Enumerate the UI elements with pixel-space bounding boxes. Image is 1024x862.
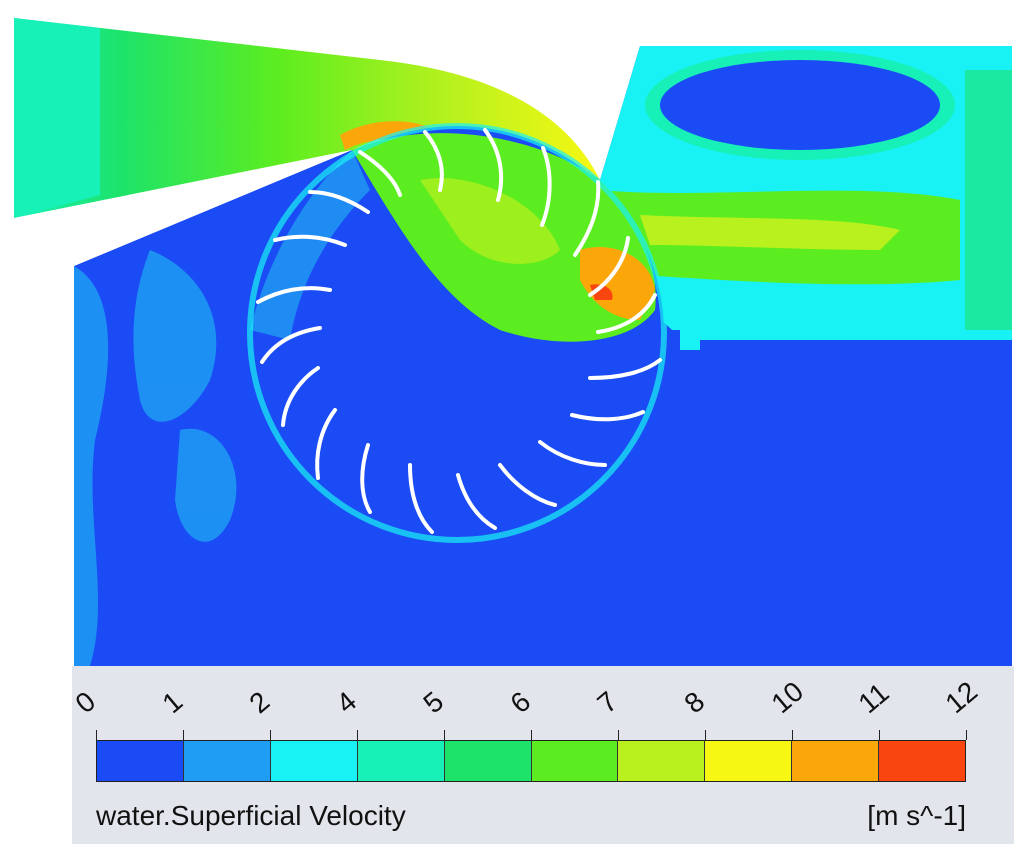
blade [540, 146, 552, 227]
legend-swatch [183, 741, 271, 781]
legend-swatch [531, 741, 619, 781]
blade [315, 408, 337, 480]
blade [483, 128, 504, 202]
legend-tick-mark [531, 730, 532, 740]
outlet-chamber [600, 46, 1012, 666]
legend-title: water.Superficial Velocity [96, 800, 406, 831]
legend-swatch [879, 741, 966, 781]
legend-tick-mark [270, 730, 271, 740]
blade [358, 150, 402, 197]
legend-tick-mark [792, 730, 793, 740]
legend-tick-mark [705, 730, 706, 740]
blade [456, 473, 497, 530]
legend-swatch [618, 741, 706, 781]
blade [423, 130, 444, 192]
legend-swatch [792, 741, 880, 781]
legend-tick-mark [444, 730, 445, 740]
blade [360, 443, 372, 514]
blade [570, 410, 645, 422]
legend-swatch [270, 741, 358, 781]
blade [573, 180, 601, 257]
wake-patches [74, 250, 237, 666]
blade [260, 326, 322, 364]
legend-colorbar [96, 740, 966, 782]
legend-tick-mark [879, 730, 880, 740]
blade [308, 190, 370, 214]
blade [408, 463, 434, 534]
blade [498, 463, 557, 507]
blade [588, 236, 630, 297]
legend-swatch [705, 741, 793, 781]
legend-swatch [357, 741, 445, 781]
legend-swatch [444, 741, 532, 781]
runner [247, 123, 667, 543]
legend-tick-mark [966, 730, 967, 740]
legend-tick-mark [96, 730, 97, 740]
legend-tick-mark [357, 730, 358, 740]
blade [281, 366, 320, 427]
blade [538, 440, 607, 467]
legend-swatch [97, 741, 184, 781]
legend-tick-mark [618, 730, 619, 740]
blade [596, 293, 657, 334]
blade [273, 234, 347, 247]
legend-tick-mark [183, 730, 184, 740]
blade [588, 358, 662, 380]
runner-blades [256, 128, 662, 534]
inlet-nozzle [14, 18, 600, 218]
blade [256, 286, 332, 304]
legend-unit: [m s^-1] [867, 800, 966, 831]
